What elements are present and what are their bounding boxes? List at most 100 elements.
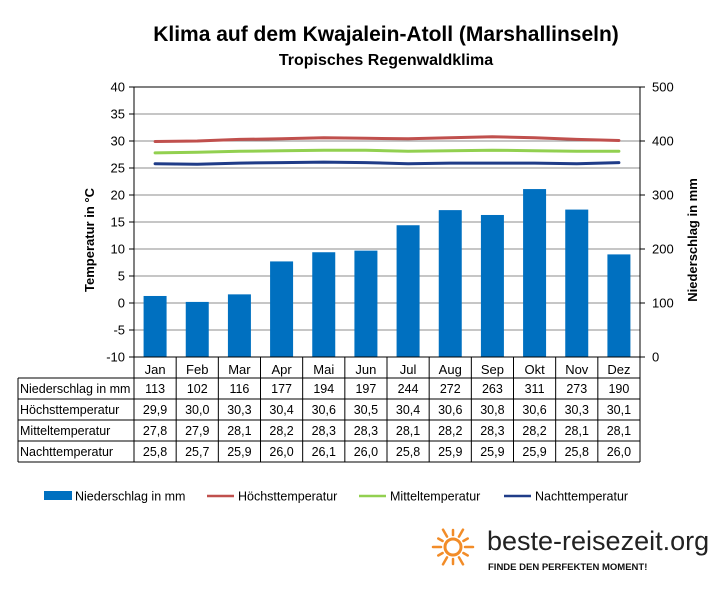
- x-tick-label: Sep: [481, 362, 504, 377]
- y2-tick-label: 300: [652, 188, 674, 203]
- y2-tick-label: 100: [652, 296, 674, 311]
- table-cell: 244: [398, 382, 419, 396]
- table-cell: 116: [229, 382, 249, 396]
- sun-ray: [462, 551, 469, 557]
- legend-swatch: [44, 491, 72, 500]
- x-tick-label: Nov: [565, 362, 589, 377]
- table-cell: 263: [482, 382, 503, 396]
- table-cell: 30,3: [565, 403, 589, 417]
- table-cell: 25,8: [143, 445, 167, 459]
- brand-logo: beste-reisezeit.org FINDE DEN PERFEKTEN …: [431, 526, 709, 573]
- y2-axis-label: Niederschlag in mm: [685, 178, 700, 302]
- bar-mar: [227, 294, 251, 357]
- brand-slogan: FINDE DEN PERFEKTEN MOMENT!: [488, 562, 647, 573]
- legend: Niederschlag in mm Höchsttemperatur Mittel…: [44, 490, 628, 504]
- x-tick-label: Jul: [400, 362, 417, 377]
- table-cell: 177: [271, 382, 292, 396]
- line-mitteltemperatur: [153, 148, 621, 155]
- y-tick-label: 35: [111, 107, 125, 122]
- table-cell: 28,1: [565, 424, 589, 438]
- table-cell: 28,1: [607, 424, 631, 438]
- x-tick-label: Feb: [186, 362, 208, 377]
- sun-ray: [457, 556, 465, 566]
- brand-name: beste-reisezeit.org: [487, 526, 709, 556]
- bar-jun: [354, 250, 378, 357]
- table-cell: 25,9: [522, 445, 546, 459]
- bar-nov: [565, 209, 589, 357]
- table-row-label: Mitteltemperatur: [20, 424, 110, 438]
- legend-label: Nachttemperatur: [535, 490, 628, 504]
- line-nachttemperatur: [153, 160, 621, 166]
- table-cell: 30,4: [396, 403, 420, 417]
- table-cell: 26,0: [354, 445, 378, 459]
- table-cell: 26,0: [607, 445, 631, 459]
- data-table: Jan Feb Mar Apr Mai Jun Jul Aug Sep Okt Nov Dez Nied…: [17, 357, 641, 463]
- line-series: [153, 135, 621, 166]
- y-tick-label: 20: [111, 188, 125, 203]
- y2-tick-label: 200: [652, 242, 674, 257]
- bar-mai: [312, 252, 336, 357]
- table-cell: 29,9: [143, 403, 167, 417]
- table-cell: 28,2: [522, 424, 546, 438]
- table-cell: 30,8: [480, 403, 504, 417]
- table-cell: 28,1: [227, 424, 251, 438]
- table-cell: 30,1: [607, 403, 631, 417]
- right-axis-ticks: 0 100 200 300 400 500: [640, 80, 674, 365]
- table-cell: 30,6: [522, 403, 546, 417]
- table-cell: 25,7: [185, 445, 209, 459]
- table-cell: 27,9: [185, 424, 209, 438]
- table-cell: 272: [440, 382, 461, 396]
- table-cell: 28,3: [354, 424, 378, 438]
- line-höchsttemperatur: [153, 135, 621, 143]
- bar-feb: [185, 301, 209, 357]
- bar-jul: [396, 225, 420, 357]
- x-tick-label: Aug: [439, 362, 462, 377]
- sun-icon: [431, 528, 475, 566]
- y-tick-label: 5: [118, 269, 125, 284]
- y-tick-label: 15: [111, 215, 125, 230]
- table-cell: 26,1: [312, 445, 336, 459]
- y-tick-label: -10: [106, 350, 125, 365]
- legend-item: Höchsttemperatur: [207, 490, 337, 504]
- x-tick-label: Mai: [313, 362, 334, 377]
- y-tick-label: 25: [111, 161, 125, 176]
- y2-tick-label: 0: [652, 350, 659, 365]
- x-axis-labels: Jan Feb Mar Apr Mai Jun Jul Aug Sep Okt Nov Dez: [145, 362, 631, 377]
- sun-ray: [462, 537, 469, 543]
- y2-tick-label: 400: [652, 134, 674, 149]
- sun-core: [443, 537, 463, 557]
- legend-item: Nachttemperatur: [504, 490, 628, 504]
- sun-ray: [437, 551, 444, 557]
- x-tick-label: Jan: [145, 362, 166, 377]
- table-cell: 30,4: [269, 403, 293, 417]
- table-cell: 25,8: [396, 445, 420, 459]
- table-cell: 25,9: [438, 445, 462, 459]
- table-cell: 197: [355, 382, 376, 396]
- table-cell: 25,9: [480, 445, 504, 459]
- table-cell: 25,8: [565, 445, 589, 459]
- bar-sep: [480, 214, 504, 357]
- y-tick-label: -5: [113, 323, 125, 338]
- table-cell: 30,5: [354, 403, 378, 417]
- table-cell: 311: [525, 382, 545, 396]
- y-tick-label: 0: [118, 296, 125, 311]
- x-tick-label: Apr: [271, 362, 292, 377]
- table-row-label: Höchsttemperatur: [20, 403, 119, 417]
- bar-apr: [270, 261, 294, 357]
- table-cell: 190: [608, 382, 629, 396]
- y-axis-label: Temperatur in °C: [82, 187, 97, 292]
- chart-title: Klima auf dem Kwajalein-Atoll (Marshalli…: [153, 23, 619, 46]
- bar-okt: [523, 189, 547, 357]
- legend-item: Niederschlag in mm: [44, 490, 185, 504]
- table-row-label: Nachttemperatur: [20, 445, 113, 459]
- table-cell: 26,0: [269, 445, 293, 459]
- table-cell: 28,3: [480, 424, 504, 438]
- sun-ray: [457, 528, 465, 538]
- table-cell: 30,0: [185, 403, 209, 417]
- legend-label: Niederschlag in mm: [75, 490, 185, 504]
- table-cell: 25,9: [227, 445, 251, 459]
- legend-label: Mitteltemperatur: [390, 490, 480, 504]
- chart-subtitle: Tropisches Regenwaldklima: [279, 52, 493, 69]
- sun-ray: [441, 528, 449, 538]
